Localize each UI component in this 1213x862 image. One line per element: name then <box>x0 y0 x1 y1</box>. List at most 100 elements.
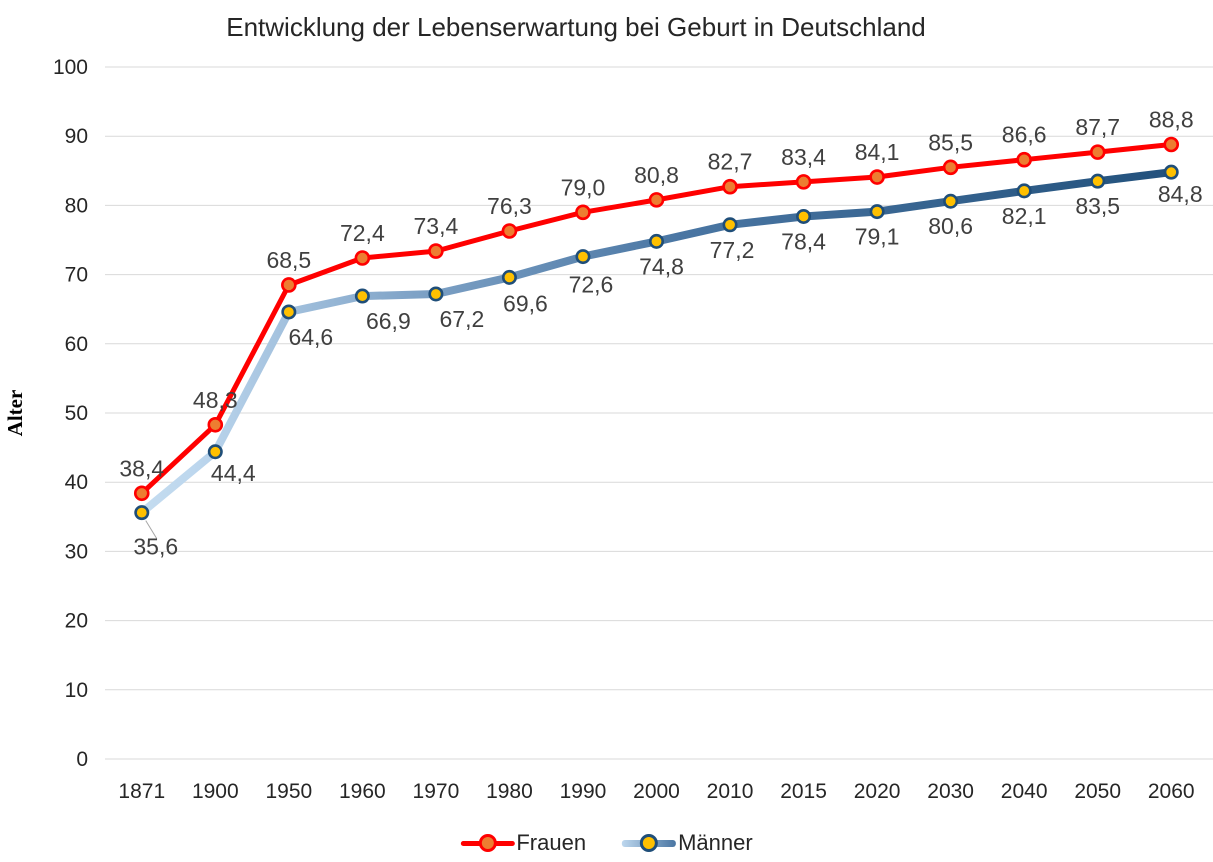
x-tick-label-2000: 2000 <box>633 780 680 803</box>
maenner-marker-2060 <box>1163 164 1179 180</box>
maenner-data-label-1950: 64,6 <box>288 324 333 350</box>
chart-title: Entwicklung der Lebenserwartung bei Gebu… <box>226 12 926 42</box>
frauen-data-label-1950: 68,5 <box>266 247 311 273</box>
legend: Frauen Männer <box>460 830 753 856</box>
maenner-marker-2010 <box>722 217 738 233</box>
frauen-marker-2030 <box>942 159 959 176</box>
maenner-data-label-1871: 35,6 <box>133 534 178 560</box>
frauen-marker-1980 <box>501 223 518 239</box>
frauen-data-label-1960: 72,4 <box>340 220 385 246</box>
x-tick-label-1950: 1950 <box>265 780 312 803</box>
frauen-marker-2000 <box>648 192 665 208</box>
y-tick-label-10: 10 <box>65 679 88 702</box>
maenner-data-label-1960: 66,9 <box>366 308 411 334</box>
y-tick-label-30: 30 <box>65 540 88 563</box>
x-tick-label-1871: 1871 <box>118 780 165 803</box>
maenner-data-label-2020: 79,1 <box>855 224 900 250</box>
x-tick-label-2010: 2010 <box>707 780 754 803</box>
frauen-marker-2020 <box>869 169 885 185</box>
x-tick-label-2030: 2030 <box>927 780 974 803</box>
frauen-data-label-2030: 85,5 <box>928 129 973 155</box>
frauen-data-label-1970: 73,4 <box>414 213 459 239</box>
maenner-marker-2040 <box>1016 183 1032 199</box>
maenner-data-label-2060: 84,8 <box>1158 181 1203 207</box>
maenner-marker-2020 <box>869 204 885 220</box>
x-tick-label-2040: 2040 <box>1001 780 1048 803</box>
x-tick-label-1960: 1960 <box>339 780 386 803</box>
maenner-marker-2015 <box>796 208 812 224</box>
maenner-data-label-2050: 83,5 <box>1075 193 1120 219</box>
x-tick-label-2015: 2015 <box>780 780 827 803</box>
maenner-marker-2000 <box>648 233 664 249</box>
frauen-data-label-2020: 84,1 <box>855 139 900 165</box>
y-tick-label-90: 90 <box>65 125 88 148</box>
x-tick-label-2050: 2050 <box>1074 780 1121 803</box>
frauen-data-label-1980: 76,3 <box>487 193 532 219</box>
y-tick-label-50: 50 <box>65 402 88 425</box>
x-tick-label-1980: 1980 <box>486 780 533 803</box>
x-tick-label-1970: 1970 <box>413 780 460 803</box>
maenner-legend-line-icon <box>622 834 677 852</box>
maenner-marker-1871 <box>134 505 150 521</box>
maenner-data-label-2015: 78,4 <box>781 228 826 254</box>
frauen-marker-2010 <box>722 178 738 195</box>
maenner-marker-1950 <box>281 304 297 320</box>
maenner-marker-2030 <box>943 193 959 209</box>
maenner-data-label-1980: 69,6 <box>503 290 548 316</box>
maenner-label-leader-line <box>145 520 158 539</box>
y-tick-label-0: 0 <box>76 748 88 771</box>
x-tick-label-2060: 2060 <box>1148 780 1195 803</box>
frauen-data-label-2010: 82,7 <box>708 149 753 175</box>
y-tick-label-70: 70 <box>65 264 88 287</box>
y-tick-label-100: 100 <box>53 56 88 79</box>
maenner-marker-1900 <box>207 444 223 460</box>
maenner-marker-1980 <box>501 269 517 285</box>
legend-item-maenner: Männer <box>622 830 753 856</box>
maenner-data-label-1970: 67,2 <box>440 306 485 332</box>
frauen-data-label-2060: 88,8 <box>1149 107 1194 133</box>
x-tick-label-1990: 1990 <box>560 780 607 803</box>
frauen-marker-1871 <box>133 485 150 502</box>
frauen-marker-1900 <box>207 416 224 433</box>
maenner-marker-1960 <box>354 288 370 304</box>
frauen-data-label-2050: 87,7 <box>1075 114 1120 140</box>
y-tick-label-40: 40 <box>65 471 88 494</box>
frauen-marker-1970 <box>428 243 444 259</box>
maenner-data-label-2030: 80,6 <box>928 213 973 239</box>
x-tick-label-2020: 2020 <box>854 780 901 803</box>
legend-label-maenner: Männer <box>678 830 753 855</box>
maenner-data-label-1990: 72,6 <box>569 272 614 298</box>
frauen-marker-2050 <box>1089 144 1106 160</box>
frauen-marker-1950 <box>281 277 297 293</box>
frauen-legend-line-icon <box>460 834 515 852</box>
maenner-data-label-1900: 44,4 <box>211 460 256 486</box>
maenner-marker-1990 <box>575 249 591 265</box>
frauen-marker-1960 <box>354 250 371 266</box>
frauen-legend-marker-icon <box>478 834 497 852</box>
maenner-data-label-2040: 82,1 <box>1002 203 1047 229</box>
maenner-data-label-2000: 74,8 <box>639 253 684 279</box>
maenner-legend-marker-icon <box>640 834 659 852</box>
y-axis-title: Alter <box>3 390 27 437</box>
y-tick-label-60: 60 <box>65 333 88 356</box>
frauen-marker-2015 <box>795 174 812 190</box>
y-tick-label-20: 20 <box>65 610 88 633</box>
maenner-marker-1970 <box>428 286 444 302</box>
frauen-data-label-2000: 80,8 <box>634 162 679 188</box>
frauen-data-label-2015: 83,4 <box>781 144 826 170</box>
maenner-marker-2050 <box>1090 173 1106 189</box>
y-tick-label-80: 80 <box>65 194 88 217</box>
legend-label-frauen: Frauen <box>516 830 587 855</box>
legend-item-frauen: Frauen <box>460 830 586 856</box>
frauen-data-label-1871: 38,4 <box>119 455 164 481</box>
maenner-data-label-2010: 77,2 <box>710 237 755 263</box>
frauen-data-label-1990: 79,0 <box>561 174 606 200</box>
frauen-marker-2040 <box>1016 151 1032 168</box>
frauen-data-label-2040: 86,6 <box>1002 122 1047 148</box>
x-tick-label-1900: 1900 <box>192 780 239 803</box>
frauen-data-label-1900: 48,3 <box>193 387 238 413</box>
frauen-marker-2060 <box>1163 136 1180 153</box>
frauen-marker-1990 <box>575 204 591 221</box>
